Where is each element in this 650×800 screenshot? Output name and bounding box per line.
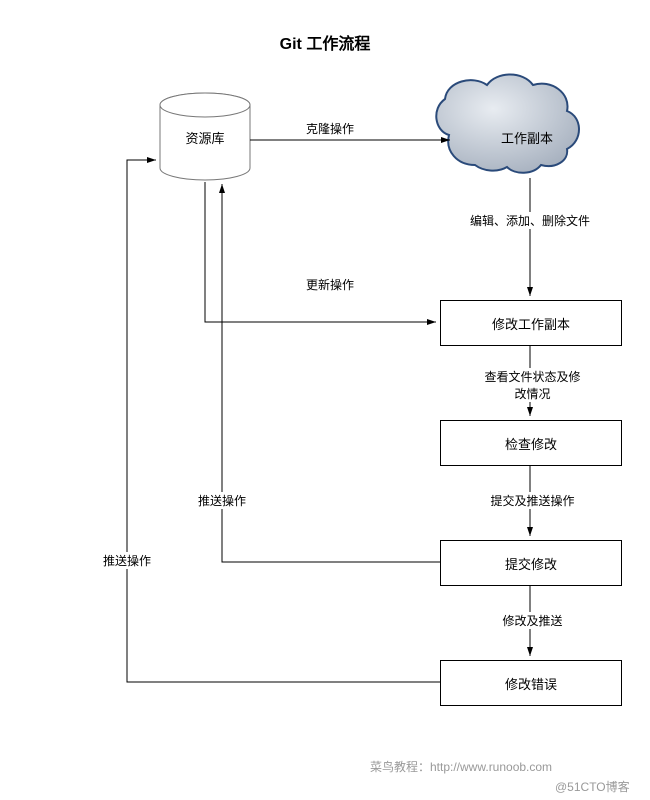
edge-push2: 推送操作 — [97, 552, 157, 569]
workcopy-label: 工作副本 — [472, 128, 582, 147]
check-box: 检查修改 — [440, 420, 622, 466]
commit-label: 提交修改 — [505, 554, 557, 573]
check-label: 检查修改 — [505, 434, 557, 453]
edge-clone: 克隆操作 — [290, 120, 370, 137]
diagram-title: Git 工作流程 — [0, 30, 650, 54]
fix-box: 修改错误 — [440, 660, 622, 706]
commit-box: 提交修改 — [440, 540, 622, 586]
edge-commitpush: 提交及推送操作 — [480, 492, 585, 509]
repo-label: 资源库 — [160, 128, 250, 147]
edge-push1: 推送操作 — [192, 492, 252, 509]
edge-fixpush: 修改及推送 — [490, 612, 575, 629]
workcopy-cloud — [436, 75, 579, 173]
footer-watermark: @51CTO博客 — [555, 778, 630, 795]
edge-update: 更新操作 — [290, 276, 370, 293]
footer-source: 菜鸟教程：http://www.runoob.com — [370, 758, 552, 775]
modify-box: 修改工作副本 — [440, 300, 622, 346]
modify-label: 修改工作副本 — [492, 314, 570, 333]
edge-status: 查看文件状态及修改情况 — [480, 368, 585, 402]
edge-edit: 编辑、添加、删除文件 — [470, 212, 590, 229]
fix-label: 修改错误 — [505, 674, 557, 693]
